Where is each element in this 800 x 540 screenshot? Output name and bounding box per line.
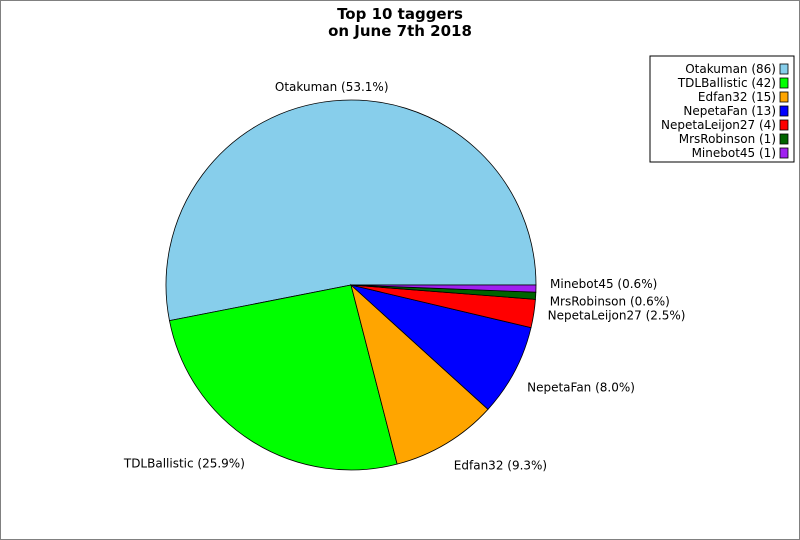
legend-swatch-edfan32	[779, 91, 789, 103]
pie-label-mrsrobinson: MrsRobinson (0.6%)	[550, 295, 670, 309]
pie-slice-nepetafan	[350, 284, 532, 410]
legend-label-mrsrobinson: MrsRobinson (1)	[679, 132, 776, 146]
legend-label-nepetaleijon27: NepetaLeijon27 (4)	[661, 118, 776, 132]
legend: Otakuman (86)TDLBallistic (42)Edfan32 (1…	[649, 55, 795, 163]
legend-label-otakuman: Otakuman (86)	[685, 62, 776, 76]
pie-label-edfan32: Edfan32 (9.3%)	[454, 458, 547, 472]
pie-label-otakuman: Otakuman (53.1%)	[275, 80, 389, 94]
chart-title-line-2: on June 7th 2018	[328, 22, 472, 40]
legend-label-tdlballistic: TDLBallistic (42)	[677, 76, 776, 90]
chart-title-line-1: Top 10 taggers	[337, 5, 463, 23]
pie-slice-otakuman	[165, 99, 537, 322]
legend-label-nepetafan: NepetaFan (13)	[683, 104, 776, 118]
pie-slice-tdlballistic	[169, 284, 398, 471]
legend-label-edfan32: Edfan32 (15)	[698, 90, 776, 104]
legend-swatch-nepetaleijon27	[779, 119, 789, 131]
legend-box	[649, 55, 795, 163]
pie-label-minebot45: Minebot45 (0.6%)	[550, 277, 657, 291]
legend-swatch-tdlballistic	[779, 77, 789, 89]
pie-label-nepetafan: NepetaFan (8.0%)	[527, 381, 635, 395]
pie-label-nepetaleijon27: NepetaLeijon27 (2.5%)	[548, 309, 686, 323]
legend-swatch-mrsrobinson	[779, 133, 789, 145]
pie-slice-edfan32	[350, 283, 489, 465]
legend-swatch-minebot45	[779, 147, 789, 159]
legend-label-minebot45: Minebot45 (1)	[692, 146, 776, 160]
pie-slice-minebot45	[350, 284, 537, 293]
legend-swatch-otakuman	[779, 63, 789, 75]
pie-labels: Otakuman (53.1%) TDLBallistic (25.9%) Edfa…	[123, 80, 686, 472]
pie-slices	[165, 99, 537, 471]
pie-label-tdlballistic: TDLBallistic (25.9%)	[123, 456, 245, 470]
legend-swatch-nepetafan	[779, 105, 789, 117]
